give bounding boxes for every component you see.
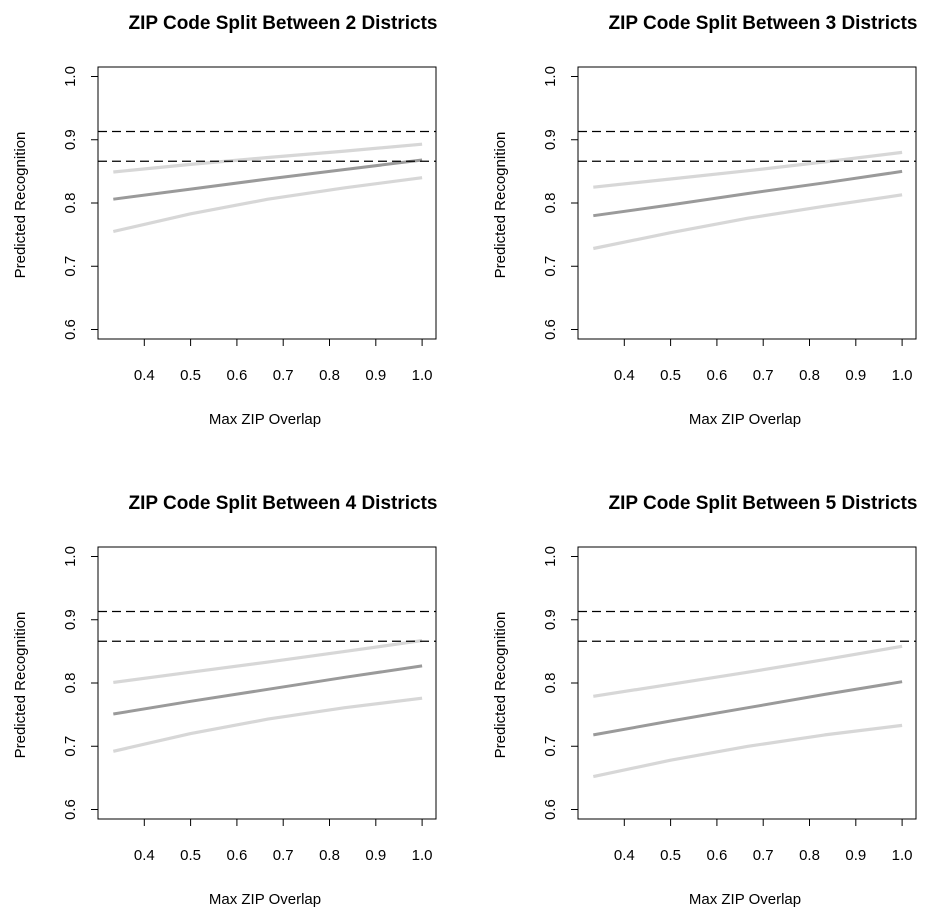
plot-frame xyxy=(97,66,437,340)
y-axis-label: Predicted Recognition xyxy=(12,132,29,279)
x-tick-label: 0.8 xyxy=(319,367,340,384)
y-axis-label: Predicted Recognition xyxy=(492,612,509,759)
y-tick-label: 0.9 xyxy=(62,129,79,150)
series-line-lower xyxy=(592,723,903,779)
series-line-lower xyxy=(112,696,423,753)
x-tick-label: 1.0 xyxy=(412,847,433,864)
x-tick-label: 0.6 xyxy=(226,367,247,384)
chart-panel: ZIP Code Split Between 4 Districts 0.4 0.5… xyxy=(12,493,438,908)
y-tick-label: 0.7 xyxy=(542,256,559,277)
x-tick-label: 0.5 xyxy=(660,367,681,384)
x-tick-label: 0.8 xyxy=(319,847,340,864)
y-tick-label: 1.0 xyxy=(542,66,559,87)
x-tick-label: 0.5 xyxy=(180,367,201,384)
x-tick-label: 0.9 xyxy=(365,847,386,864)
y-tick-label: 0.9 xyxy=(542,609,559,630)
x-tick-label: 0.8 xyxy=(799,847,820,864)
y-tick-label: 0.6 xyxy=(542,799,559,820)
chart-title: ZIP Code Split Between 4 Districts xyxy=(128,493,437,514)
y-axis-label: Predicted Recognition xyxy=(12,612,29,759)
x-tick-label: 0.7 xyxy=(753,847,774,864)
y-tick-label: 0.6 xyxy=(62,319,79,340)
x-tick-label: 0.4 xyxy=(614,367,635,384)
y-axis-label: Predicted Recognition xyxy=(492,132,509,279)
y-tick-label: 0.6 xyxy=(62,799,79,820)
y-tick-label: 1.0 xyxy=(542,546,559,567)
y-tick-label: 0.8 xyxy=(542,193,559,214)
plot-frame xyxy=(97,546,437,820)
chart-panel: ZIP Code Split Between 5 Districts 0.4 0.5… xyxy=(492,493,918,908)
x-tick-label: 0.4 xyxy=(614,847,635,864)
y-tick-label: 1.0 xyxy=(62,546,79,567)
y-tick-label: 0.7 xyxy=(62,736,79,757)
x-tick-label: 1.0 xyxy=(892,847,913,864)
y-tick-label: 0.7 xyxy=(542,736,559,757)
x-tick-label: 0.4 xyxy=(134,847,155,864)
x-tick-label: 0.5 xyxy=(660,847,681,864)
x-tick-label: 0.6 xyxy=(706,847,727,864)
x-tick-label: 0.8 xyxy=(799,367,820,384)
chart-panel: ZIP Code Split Between 2 Districts 0.4 0.5… xyxy=(12,13,438,428)
chart-title: ZIP Code Split Between 2 Districts xyxy=(128,13,437,34)
chart-title: ZIP Code Split Between 5 Districts xyxy=(608,493,917,514)
x-tick-label: 0.5 xyxy=(180,847,201,864)
y-tick-label: 1.0 xyxy=(62,66,79,87)
x-axis-label: Max ZIP Overlap xyxy=(209,891,321,908)
series-line-estimate xyxy=(113,158,423,201)
x-tick-label: 0.7 xyxy=(273,367,294,384)
y-tick-label: 0.6 xyxy=(542,319,559,340)
series-line-estimate xyxy=(113,664,423,716)
x-axis-label: Max ZIP Overlap xyxy=(689,891,801,908)
x-tick-label: 0.9 xyxy=(365,367,386,384)
x-axis-label: Max ZIP Overlap xyxy=(209,411,321,428)
y-tick-label: 0.8 xyxy=(542,673,559,694)
x-axis-label: Max ZIP Overlap xyxy=(689,411,801,428)
x-tick-label: 0.6 xyxy=(226,847,247,864)
series-line-lower xyxy=(592,193,903,251)
x-tick-label: 0.9 xyxy=(845,847,866,864)
y-tick-label: 0.7 xyxy=(62,256,79,277)
series-line-estimate xyxy=(593,169,903,218)
y-tick-label: 0.9 xyxy=(542,129,559,150)
y-tick-label: 0.8 xyxy=(62,193,79,214)
series-line-estimate xyxy=(593,680,903,737)
chart-title: ZIP Code Split Between 3 Districts xyxy=(608,13,917,34)
chart-panel: ZIP Code Split Between 3 Districts 0.4 0.5… xyxy=(492,13,918,428)
series-line-upper xyxy=(593,150,903,189)
y-tick-label: 0.8 xyxy=(62,673,79,694)
series-line-upper xyxy=(593,644,903,698)
y-tick-label: 0.9 xyxy=(62,609,79,630)
x-tick-label: 1.0 xyxy=(412,367,433,384)
x-tick-label: 0.9 xyxy=(845,367,866,384)
plot-frame xyxy=(577,66,917,340)
series-line-lower xyxy=(112,176,423,234)
series-line-upper xyxy=(113,639,423,684)
x-tick-label: 0.6 xyxy=(706,367,727,384)
x-tick-label: 0.4 xyxy=(134,367,155,384)
x-tick-label: 0.7 xyxy=(273,847,294,864)
x-tick-label: 1.0 xyxy=(892,367,913,384)
x-tick-label: 0.7 xyxy=(753,367,774,384)
plot-frame xyxy=(577,546,917,820)
series-line-upper xyxy=(113,142,423,174)
